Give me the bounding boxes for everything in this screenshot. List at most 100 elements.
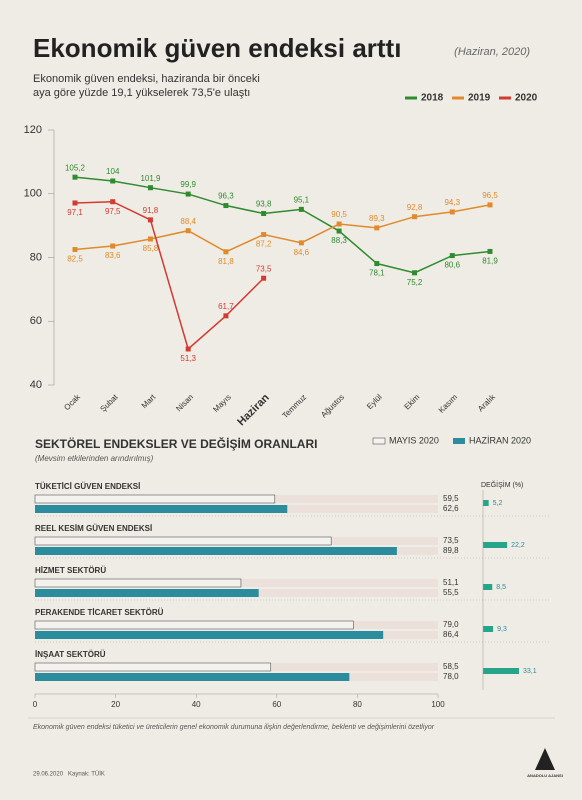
bar xyxy=(35,589,259,597)
point xyxy=(110,243,116,249)
value-label: 91,8 xyxy=(143,206,159,215)
legend-label: MAYIS 2020 xyxy=(389,435,439,445)
value-label: 94,3 xyxy=(444,198,460,207)
y-tick-label: 100 xyxy=(24,188,42,200)
value-label: 96,5 xyxy=(482,191,498,200)
bar xyxy=(34,494,276,504)
series-line xyxy=(74,176,491,274)
change-bar xyxy=(483,500,489,506)
bar xyxy=(35,631,384,639)
value-label: 85,8 xyxy=(143,244,159,253)
x-tick-label: 100 xyxy=(431,700,445,709)
value-label: 86,4 xyxy=(443,630,459,639)
y-tick-label: 80 xyxy=(30,251,42,263)
value-label: 78,0 xyxy=(443,672,459,681)
change-bar xyxy=(483,542,508,548)
point xyxy=(374,261,380,267)
y-tick-label: 60 xyxy=(30,315,42,327)
value-label: 95,1 xyxy=(294,195,310,204)
y-tick-label: 120 xyxy=(24,124,42,136)
value-label: 92,8 xyxy=(407,203,423,212)
point xyxy=(72,247,78,253)
value-label: 83,6 xyxy=(105,251,121,260)
legend-label: 2020 xyxy=(515,93,538,104)
category-label: TÜKETİCİ GÜVEN ENDEKSİ xyxy=(35,482,140,491)
value-label: 58,5 xyxy=(443,662,459,671)
change-label: 33,1 xyxy=(523,668,537,675)
legend-label: 2018 xyxy=(421,93,444,104)
x-tick-label: 80 xyxy=(353,700,362,709)
change-label: 9,3 xyxy=(497,626,507,633)
value-label: 84,6 xyxy=(294,248,310,257)
point xyxy=(298,206,304,212)
change-bar xyxy=(483,626,494,632)
bar xyxy=(35,547,397,555)
point xyxy=(110,199,116,205)
change-label: 22,2 xyxy=(511,542,525,549)
chart-subtitle: (Mevsim etkilerinden arındırılmış) xyxy=(35,454,154,463)
value-label: 97,5 xyxy=(105,207,121,216)
logo-mark xyxy=(535,748,555,770)
value-label: 80,6 xyxy=(444,261,460,270)
point xyxy=(336,228,342,234)
change-bar xyxy=(483,668,519,674)
subtitle: Ekonomik güven endeksi, haziranda bir ön… xyxy=(33,73,260,85)
value-label: 88,3 xyxy=(331,236,347,245)
point xyxy=(185,191,191,197)
point xyxy=(412,270,418,276)
value-label: 55,5 xyxy=(443,588,459,597)
bar xyxy=(35,673,350,681)
point xyxy=(261,275,267,281)
point xyxy=(223,313,229,319)
value-label: 89,8 xyxy=(443,546,459,555)
point xyxy=(449,209,455,215)
value-label: 88,4 xyxy=(180,217,196,226)
value-label: 89,3 xyxy=(369,214,385,223)
change-label: 5,2 xyxy=(493,500,503,507)
point xyxy=(185,346,191,352)
bar xyxy=(35,505,288,513)
legend-swatch xyxy=(453,438,465,444)
value-label: 51,3 xyxy=(180,354,196,363)
legend-swatch xyxy=(372,437,386,445)
date-note: (Haziran, 2020) xyxy=(454,46,530,58)
point xyxy=(72,174,78,180)
value-label: 79,0 xyxy=(443,620,459,629)
point xyxy=(298,240,304,246)
point xyxy=(261,211,267,217)
change-title: DEĞİŞİM (%) xyxy=(481,480,523,489)
point xyxy=(72,200,78,206)
point xyxy=(487,248,493,254)
footer-source: Kaynak: TÜİK xyxy=(68,771,105,778)
value-label: 87,2 xyxy=(256,240,272,249)
value-label: 51,1 xyxy=(443,578,459,587)
value-label: 96,3 xyxy=(218,192,234,201)
value-label: 105,2 xyxy=(65,163,86,172)
point xyxy=(449,253,455,259)
point xyxy=(261,232,267,238)
category-label: REEL KESİM GÜVEN ENDEKSİ xyxy=(35,524,152,533)
logo-text: ANADOLU AJANSI xyxy=(527,773,563,778)
value-label: 59,5 xyxy=(443,494,459,503)
category-label: İNŞAAT SEKTÖRÜ xyxy=(35,650,106,659)
value-label: 73,5 xyxy=(256,264,272,273)
value-label: 61,7 xyxy=(218,302,234,311)
value-label: 104 xyxy=(106,167,120,176)
bar xyxy=(34,578,242,588)
category-label: PERAKENDE TİCARET SEKTÖRÜ xyxy=(35,608,164,617)
value-label: 97,1 xyxy=(67,208,83,217)
value-label: 73,5 xyxy=(443,536,459,545)
value-label: 81,9 xyxy=(482,257,498,266)
point xyxy=(223,249,229,255)
series-line xyxy=(74,200,265,351)
x-tick-label: 60 xyxy=(272,700,281,709)
footer-date: 29.06.2020 xyxy=(33,772,64,778)
x-tick-label: 40 xyxy=(192,700,201,709)
y-tick-label: 40 xyxy=(30,379,42,391)
point xyxy=(185,228,191,234)
title: Ekonomik güven endeksi arttı xyxy=(33,33,401,63)
point xyxy=(336,221,342,227)
value-label: 75,2 xyxy=(407,278,423,287)
chart-title: SEKTÖREL ENDEKSLER VE DEĞİŞİM ORANLARI xyxy=(35,436,317,451)
